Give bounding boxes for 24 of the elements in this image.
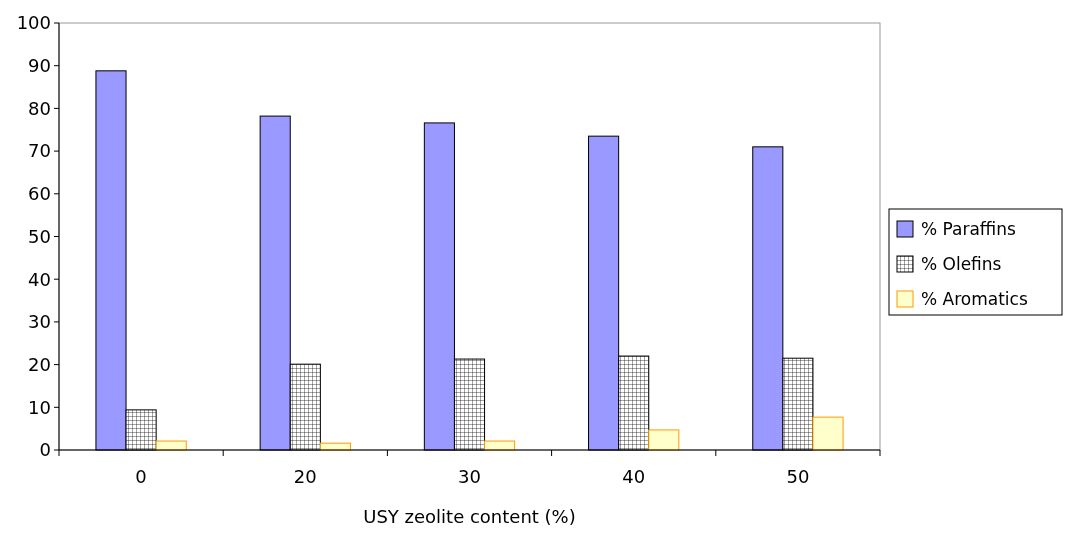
- y-tick-label: 60: [28, 183, 51, 205]
- bar: [812, 416, 844, 451]
- x-tick-label: 0: [135, 466, 147, 487]
- y-tick-label: 70: [28, 140, 51, 162]
- bar: [155, 440, 187, 451]
- x-tick-label: 40: [622, 466, 646, 487]
- y-tick-label: 20: [28, 353, 51, 375]
- x-axis-title: USY zeolite content (%): [363, 506, 576, 527]
- x-tick-label: 50: [786, 466, 810, 487]
- y-tick-label: 0: [39, 439, 51, 461]
- legend-label: % Aromatics: [921, 288, 1028, 309]
- y-tick-label: 40: [28, 268, 51, 290]
- y-tick-label: 90: [28, 55, 51, 76]
- y-tick-label: 30: [28, 311, 51, 333]
- x-tick-label: 30: [458, 466, 481, 487]
- legend-label: % Olefins: [921, 253, 1002, 274]
- y-tick-label: 50: [28, 225, 51, 247]
- y-tick-label: 100: [16, 12, 51, 34]
- legend-label: % Paraffins: [921, 218, 1017, 239]
- bar: [484, 440, 516, 451]
- x-tick-label: 20: [293, 466, 317, 487]
- y-tick-label: 10: [28, 396, 51, 418]
- y-tick-label: 80: [28, 97, 51, 119]
- bar: [648, 429, 680, 451]
